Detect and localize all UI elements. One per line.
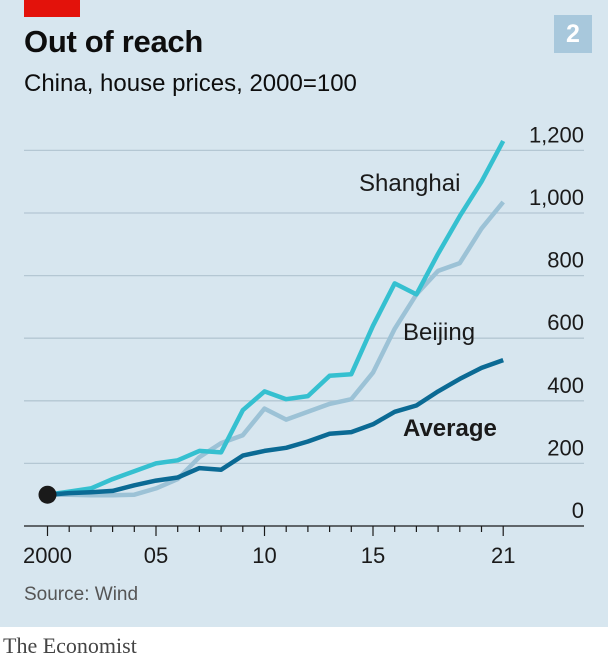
- x-tick-label: 15: [361, 543, 385, 568]
- series-label-beijing: Beijing: [403, 319, 475, 346]
- x-tick-label: 10: [252, 543, 276, 568]
- y-tick-label: 1,000: [529, 185, 584, 210]
- y-tick-label: 600: [547, 310, 584, 335]
- publication-brand: The Economist: [3, 633, 137, 658]
- y-tick-label: 800: [547, 248, 584, 273]
- x-tick-label: 21: [491, 543, 515, 568]
- y-tick-label: 200: [547, 435, 584, 460]
- series-line-average: [47, 357, 504, 497]
- x-tick-label: 05: [144, 543, 168, 568]
- series-label-shanghai: Shanghai: [359, 170, 460, 197]
- y-tick-label: 1,200: [529, 122, 584, 147]
- series-line-shanghai: [47, 139, 506, 497]
- series-label-average: Average: [403, 415, 497, 442]
- chart-panel: [0, 0, 608, 627]
- chart-number-badge: 2: [554, 15, 592, 53]
- line-chart: 0 200 400 600 800 1,000 1,200 2000 05 10 15 21 Shang…: [23, 122, 584, 568]
- chart-title: Out of reach: [24, 24, 203, 59]
- source-note: Source: Wind: [24, 584, 139, 605]
- gridlines: [24, 149, 584, 527]
- y-tick-label: 0: [572, 498, 584, 523]
- axis-labels: 0 200 400 600 800 1,000 1,200 2000 05 10 15 21 Shang…: [23, 122, 584, 568]
- series-line-beijing: [47, 200, 505, 498]
- x-tick-label: 2000: [23, 543, 72, 568]
- series-lines: [38, 139, 506, 504]
- brand-red-tag: [24, 0, 80, 17]
- axis-ticks: [46, 526, 504, 536]
- chart-subtitle: China, house prices, 2000=100: [24, 70, 357, 97]
- y-tick-label: 400: [547, 373, 584, 398]
- base-year-marker: [38, 485, 57, 504]
